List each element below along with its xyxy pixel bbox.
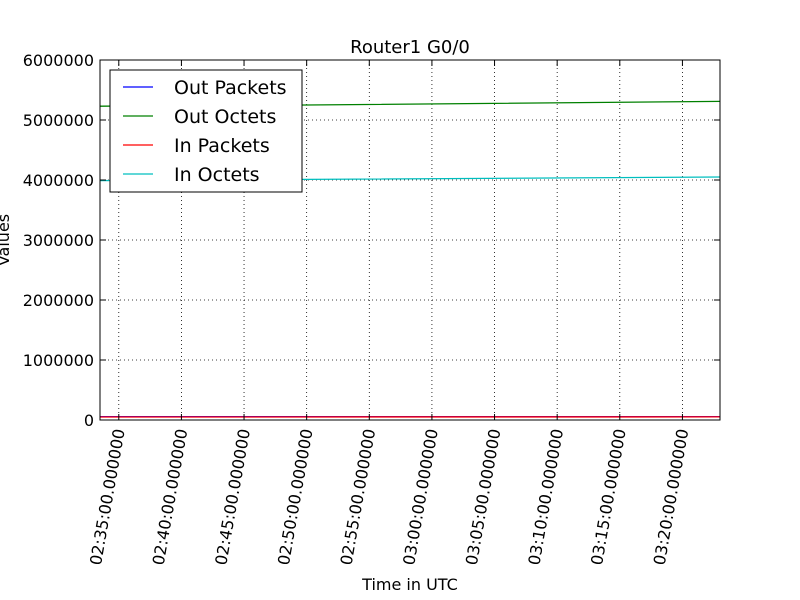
y-tick-label: 1000000 [23, 351, 94, 370]
y-axis-label: Values [0, 214, 13, 266]
legend-box [109, 69, 303, 193]
legend-label: In Packets [174, 135, 270, 157]
y-tick-label: 2000000 [23, 291, 94, 310]
legend-label: Out Packets [174, 77, 287, 99]
legend-label: In Octets [174, 164, 260, 186]
grid [100, 60, 720, 420]
y-tick-label: 6000000 [23, 51, 94, 70]
y-tick-label: 4000000 [23, 171, 94, 190]
legend: Out Packets Out Octets In Packets In Octets [109, 69, 303, 193]
y-tick-label: 3000000 [23, 231, 94, 250]
y-tick-label: 0 [84, 411, 94, 430]
chart-title: Router1 G0/0 [350, 37, 470, 58]
y-tick-label: 5000000 [23, 111, 94, 130]
x-axis-label: Time in UTC [361, 575, 458, 594]
legend-label: Out Octets [174, 106, 276, 128]
